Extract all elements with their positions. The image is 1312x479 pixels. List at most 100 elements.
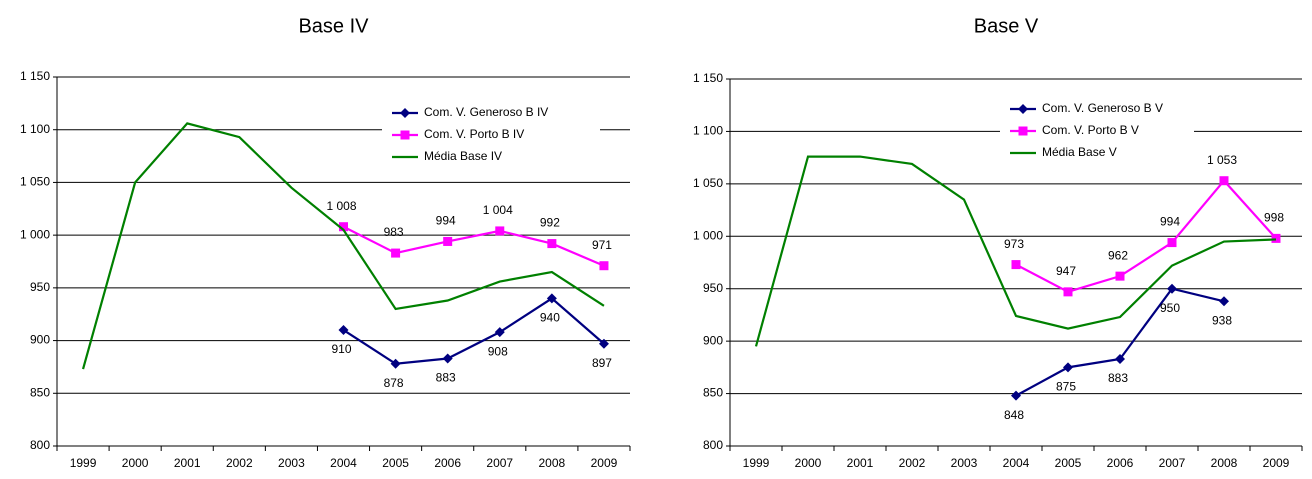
y-tick-label: 900 [703, 333, 723, 347]
y-tick-label: 850 [30, 385, 50, 399]
marker [547, 239, 557, 249]
marker [546, 293, 557, 304]
chart: Base V 800 850 900 950 1 000 1 050 1 100 1 150 19… [693, 15, 1303, 470]
legend-label: Com. V. Porto B IV [424, 127, 524, 141]
y-tick-label: 1 000 [20, 227, 50, 241]
marker [495, 226, 505, 236]
series-line [342, 297, 605, 365]
marker [1063, 362, 1073, 373]
legend-label: Com. V. Porto B V [1042, 123, 1139, 137]
legend-label: Com. V. Generoso B IV [424, 105, 548, 119]
data-label: 994 [436, 214, 456, 228]
data-label: 1 008 [326, 199, 356, 213]
marker [1063, 287, 1073, 297]
x-tick-label: 2009 [591, 456, 618, 470]
y-tick-label: 1 100 [693, 124, 723, 138]
x-tick-label: 2007 [1159, 456, 1186, 470]
x-tick-label: 2005 [1055, 456, 1082, 470]
x-tick-label: 2004 [1003, 456, 1030, 470]
x-tick-label: 2008 [1211, 456, 1238, 470]
data-label: 883 [1108, 371, 1128, 385]
data-label: 848 [1004, 408, 1024, 422]
x-tick-label: 2003 [278, 456, 305, 470]
y-tick-label: 900 [30, 333, 50, 347]
legend-label: Média Base IV [424, 149, 502, 163]
marker [1167, 283, 1177, 294]
marker [1115, 271, 1125, 281]
marker [1167, 238, 1177, 248]
data-label: 1 004 [483, 203, 513, 217]
marker [599, 261, 609, 271]
x-tick-label: 2001 [847, 456, 874, 470]
legend-label: Com. V. Generoso B V [1042, 101, 1163, 115]
x-tick-label: 2007 [486, 456, 513, 470]
x-tick-label: 2008 [539, 456, 566, 470]
series-line [81, 122, 605, 370]
data-label: 910 [331, 342, 351, 356]
data-label: 947 [1056, 264, 1076, 278]
marker [494, 327, 505, 338]
y-tick-label: 850 [703, 386, 723, 400]
legend-marker [400, 108, 410, 118]
y-tick-label: 1 050 [20, 175, 50, 189]
data-label: 938 [1212, 313, 1232, 327]
marker [391, 248, 401, 258]
x-tick-label: 2004 [330, 456, 357, 470]
y-tick-label: 1 150 [693, 71, 723, 85]
data-label: 992 [540, 216, 560, 230]
y-tick-label: 1 050 [693, 176, 723, 190]
y-tick-label: 800 [703, 438, 723, 452]
legend-box [382, 100, 600, 170]
x-tick-label: 2001 [174, 456, 201, 470]
x-tick-label: 2000 [122, 456, 149, 470]
x-tick-label: 2002 [899, 456, 926, 470]
data-label: 973 [1004, 237, 1024, 251]
data-label: 908 [488, 344, 508, 358]
data-label: 950 [1160, 301, 1180, 315]
x-tick-label: 2003 [951, 456, 978, 470]
x-tick-label: 2006 [434, 456, 461, 470]
data-label: 883 [436, 371, 456, 385]
y-tick-label: 950 [703, 281, 723, 295]
marker [1271, 233, 1281, 243]
data-label: 878 [384, 376, 404, 390]
x-tick-label: 2009 [1263, 456, 1290, 470]
x-tick-label: 1999 [70, 456, 97, 470]
series-line [343, 225, 605, 267]
marker [443, 236, 453, 246]
marker [1011, 260, 1021, 270]
series-line [754, 155, 1277, 347]
y-tick-label: 1 100 [20, 122, 50, 136]
legend-label: Média Base V [1042, 145, 1117, 159]
marker [338, 325, 349, 336]
marker [1219, 296, 1229, 307]
x-tick-label: 2002 [226, 456, 253, 470]
marker [1011, 390, 1021, 401]
marker [598, 338, 609, 349]
x-tick-label: 2000 [795, 456, 822, 470]
marker [390, 358, 401, 369]
data-label: 940 [540, 311, 560, 325]
marker [1219, 176, 1229, 186]
x-tick-label: 2005 [382, 456, 409, 470]
marker [339, 222, 348, 232]
series-line [1015, 179, 1277, 294]
data-label: 897 [592, 356, 612, 370]
legend-marker [400, 130, 410, 140]
data-label: 875 [1056, 380, 1076, 394]
legend-marker [1018, 104, 1028, 114]
y-tick-label: 800 [30, 438, 50, 452]
marker [1115, 353, 1125, 364]
x-tick-label: 1999 [743, 456, 770, 470]
chart-title: Base V [974, 15, 1039, 37]
y-tick-label: 1 000 [693, 228, 723, 242]
data-label: 1 053 [1207, 153, 1237, 167]
marker [442, 353, 453, 364]
x-tick-label: 2006 [1107, 456, 1134, 470]
data-label: 971 [592, 238, 612, 252]
data-label: 994 [1160, 215, 1180, 229]
chart-title: Base IV [298, 15, 369, 37]
data-label: 983 [384, 225, 404, 239]
